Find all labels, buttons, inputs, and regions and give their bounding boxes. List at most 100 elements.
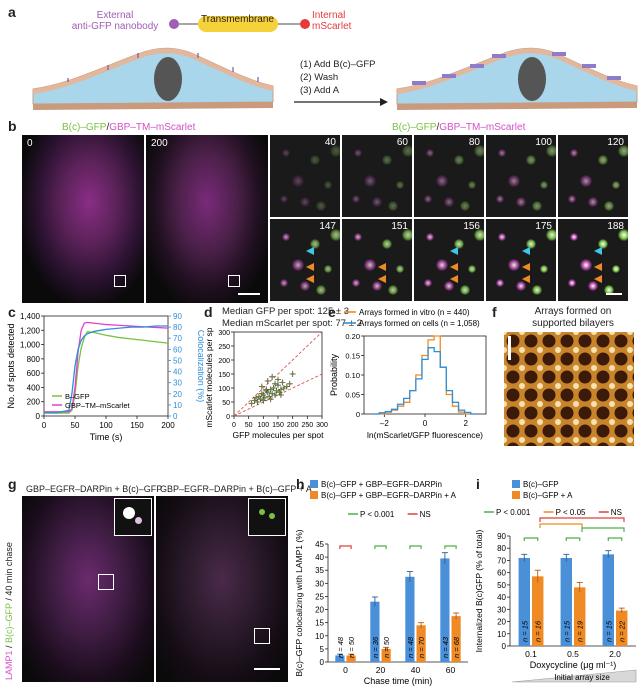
n-label: n = 15: [520, 620, 529, 642]
arrowhead-icon: [450, 263, 458, 271]
y2-axis-label: Colocalization (%): [196, 330, 204, 403]
x-tick-label: 250: [301, 422, 313, 429]
bar: [574, 587, 586, 646]
panel-g-side-label: LAMP1 / B(c)–GFP / 40 min chase: [4, 542, 14, 680]
n-label: n = 19: [576, 620, 585, 642]
afm-image: [504, 332, 634, 446]
y-axis-label: No. of spots detected: [6, 323, 16, 408]
panel-b-title-right: B(c)–GFP/GBP–TM–mScarlet: [392, 122, 526, 133]
arrowhead-icon: [522, 263, 530, 271]
legend-swatch: [512, 480, 520, 488]
y-tick-label: 30: [497, 605, 506, 614]
x-tick-label: 50: [245, 422, 253, 429]
inset-zoom: [114, 498, 152, 536]
y-tick-label: 0.05: [345, 391, 360, 400]
y-tick-label: 20: [315, 606, 324, 615]
y2-tick-label: 60: [173, 345, 182, 354]
scale-bar: [606, 293, 622, 295]
median-mscarlet-text: Median mScarlet per spot: 77 ± 2: [222, 318, 362, 329]
bar: [370, 601, 380, 662]
significance-bracket: [409, 545, 422, 549]
legend-entry: B(c)–GFP + A: [523, 491, 573, 500]
y-tick-label: 100: [218, 386, 230, 393]
data-point-dot: [276, 384, 280, 387]
frame-time-label: 156: [463, 221, 480, 232]
time-lapse-frame: 100: [486, 135, 556, 217]
y-tick-label: 10: [497, 630, 506, 639]
y-tick-label: 0.20: [345, 332, 360, 341]
y-tick-label: 200: [218, 358, 230, 365]
n-label: n = 50: [347, 636, 356, 658]
y-tick-label: 45: [315, 540, 324, 549]
time-lapse-frame: 188: [558, 219, 628, 301]
legend-swatch: [310, 480, 318, 488]
panel-b-title-left: B(c)–GFP/GBP–TM–mScarlet: [62, 122, 196, 133]
arrow-right-icon: [294, 98, 388, 106]
y-tick-label: 40: [497, 593, 506, 602]
y-tick-label: 300: [218, 330, 230, 337]
arrowhead-icon: [306, 247, 314, 255]
bar: [440, 558, 450, 662]
n-label: n = 48: [336, 636, 345, 658]
protocol-steps: (1) Add B(c)–GFP (2) Wash (3) Add A: [300, 59, 376, 96]
y-tick-label: 0: [36, 412, 41, 421]
plot-frame: [363, 335, 487, 415]
bar: [602, 554, 614, 646]
y-tick-label: 90: [497, 532, 506, 541]
significance-bracket: [374, 545, 387, 549]
time-lapse-frame: 175: [486, 219, 556, 301]
data-point-dot: [259, 398, 262, 401]
y-tick-label: 40: [315, 553, 324, 562]
data-point-dot: [291, 372, 294, 376]
frame-time-label: 147: [319, 221, 336, 232]
x-tick-label: 0.5: [567, 649, 579, 659]
y-tick-label: 30: [315, 579, 324, 588]
y-tick-label: 150: [218, 372, 230, 379]
x-tick-label: 200: [161, 421, 175, 430]
chart-molecules-scatter: 0 50 100 150 200 250 300050100150200250300GFP …: [204, 328, 328, 440]
transmembrane-label: Transmembrane: [201, 14, 274, 25]
y-tick-label: 0: [502, 642, 507, 651]
data-point-dot: [276, 378, 280, 381]
bar: [381, 648, 391, 662]
data-point-dot: [275, 389, 278, 392]
micrograph-lamp1-control: [22, 496, 154, 682]
significance-bracket: [339, 545, 352, 549]
data-point-dot: [279, 393, 283, 397]
data-point-dot: [288, 382, 291, 385]
roi-box: [98, 574, 114, 590]
inset-zoom: [248, 498, 286, 536]
panel-g-header-left: GBP–EGFR–DARPin + B(c)–GFP: [26, 484, 163, 494]
time-lapse-frame: 80: [414, 135, 484, 217]
significance-entry: NS: [611, 508, 622, 517]
significance-bracket: [581, 527, 625, 532]
arrowhead-icon: [378, 263, 386, 271]
arrowhead-icon: [522, 275, 530, 283]
y-axis-label: mScarlet molecules per spot: [204, 328, 214, 428]
data-point-dot: [270, 375, 274, 378]
micrograph-frame-0: 0: [22, 135, 144, 303]
x-tick-label: 0: [232, 422, 236, 429]
time-lapse-grid: 40 60 80 100 120 147 151 156 175 188: [270, 135, 630, 303]
x-tick-label: 150: [130, 421, 144, 430]
series-line: [44, 325, 168, 414]
significance-bracket: [565, 537, 581, 541]
y-axis-label: Probability: [329, 353, 339, 396]
y-tick-label: 15: [315, 619, 324, 628]
y-tick-label: 5: [320, 645, 325, 654]
x-tick-label: 150: [272, 422, 284, 429]
legend-entry: B–GFP: [65, 392, 90, 401]
x-tick-label: 20: [376, 665, 386, 675]
n-label: n = 70: [417, 636, 426, 658]
wedge-label: Initial array size: [554, 673, 610, 682]
significance-bracket: [523, 537, 539, 541]
data-point-dot: [266, 391, 269, 394]
bar: [518, 558, 530, 646]
data-point-dot: [256, 400, 259, 404]
x-axis-label: Doxycycline (μg ml⁻¹): [530, 660, 616, 670]
scale-bar: [238, 293, 260, 295]
y-axis-label: B(c)–GFP colocalizing with LAMP1 (%): [294, 529, 304, 676]
histogram-line: [373, 347, 477, 415]
y2-tick-label: 70: [173, 334, 182, 343]
significance-bracket: [607, 537, 623, 541]
